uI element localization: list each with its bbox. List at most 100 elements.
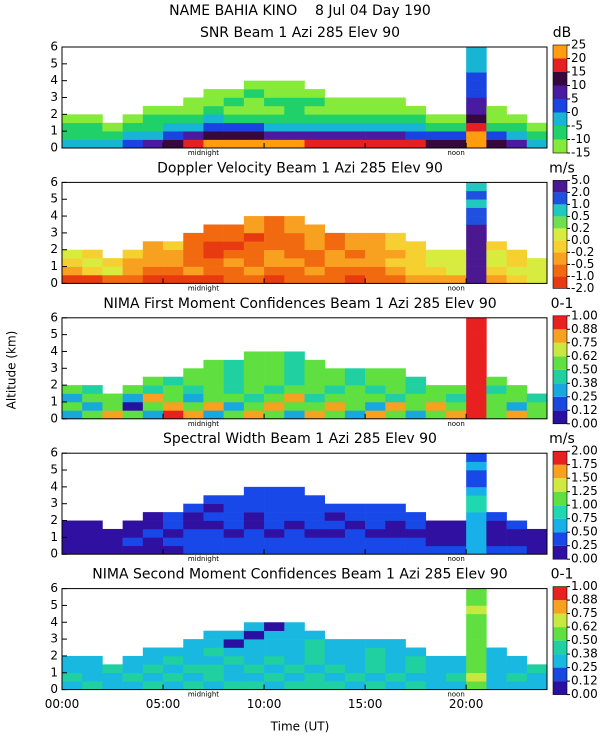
colorbar-box xyxy=(553,315,567,330)
annotation: midnight xyxy=(188,149,219,157)
heat-cell xyxy=(264,537,285,547)
heat-cell xyxy=(163,139,184,149)
heat-cell xyxy=(324,528,346,538)
heat-cell xyxy=(243,495,265,504)
heat-cell xyxy=(365,114,386,124)
heat-cell xyxy=(142,520,164,530)
heat-cell xyxy=(264,131,285,140)
colorbar-box xyxy=(553,505,567,519)
heat-cell xyxy=(344,647,366,657)
heat-cell xyxy=(506,385,528,394)
panel-title: Doppler Velocity Beam 1 Azi 285 Elev 90 xyxy=(157,160,443,176)
heat-cell xyxy=(102,545,123,555)
heat-cell xyxy=(486,655,507,665)
x-tick-label: 00:00 xyxy=(45,697,80,711)
heat-cell xyxy=(122,114,144,124)
heat-cell xyxy=(304,681,326,690)
colorbar-tick-label: -0.5 xyxy=(571,257,594,271)
heat-cell xyxy=(466,385,487,394)
heat-cell xyxy=(142,274,164,284)
heat-cell xyxy=(506,520,528,530)
heat-cell xyxy=(82,520,103,530)
heat-cell xyxy=(365,97,386,107)
heat-cell xyxy=(304,385,326,394)
heat-cell xyxy=(82,545,103,555)
heat-cell xyxy=(284,89,305,98)
heat-cell xyxy=(445,537,467,547)
heat-cell xyxy=(183,266,204,276)
heat-cell xyxy=(506,114,528,124)
heat-cell xyxy=(122,122,144,132)
heat-cell xyxy=(264,139,285,149)
heat-cell xyxy=(264,639,285,648)
heat-cell xyxy=(264,630,285,640)
heat-cell xyxy=(506,410,528,420)
heat-cell xyxy=(365,655,386,665)
colorbar-tick-label: 10 xyxy=(571,78,586,92)
heat-cell xyxy=(466,216,487,225)
heat-cell xyxy=(425,545,447,555)
colorbar-tick-label: 0.25 xyxy=(571,389,598,403)
heat-cell xyxy=(264,495,285,504)
heat-cell xyxy=(122,258,144,267)
heat-cell xyxy=(102,672,123,682)
heat-cell xyxy=(466,520,487,530)
heat-cell xyxy=(82,401,103,411)
heat-cell xyxy=(264,351,285,361)
heat-cell xyxy=(163,537,184,547)
heat-cell xyxy=(344,512,366,521)
heat-cell xyxy=(62,672,83,682)
annotation: noon xyxy=(447,555,464,563)
heat-cell xyxy=(526,528,548,538)
colorbar-box xyxy=(553,518,567,533)
heat-cell xyxy=(466,351,487,361)
heat-cell xyxy=(62,528,83,538)
colorbar-tick-label: 1.00 xyxy=(571,308,598,322)
heat-cell xyxy=(284,351,305,361)
colorbar-tick-label: 0.75 xyxy=(571,335,598,349)
heat-cell xyxy=(304,537,326,547)
heat-cell xyxy=(365,545,386,555)
heat-cell xyxy=(466,232,487,242)
heat-cell xyxy=(304,359,326,369)
heat-cell xyxy=(466,249,487,259)
heat-cell xyxy=(486,376,507,386)
heat-cell xyxy=(82,274,103,284)
colorbar-label: m/s xyxy=(549,160,575,176)
heat-cell xyxy=(304,393,326,403)
colorbar-box xyxy=(553,240,567,253)
heat-cell xyxy=(102,274,123,284)
colorbar-tick-label: 0.38 xyxy=(571,376,598,390)
heat-cell xyxy=(445,249,467,259)
heat-cell xyxy=(385,672,406,682)
colorbar-box xyxy=(553,72,567,86)
heat-cell xyxy=(264,359,285,369)
heat-cell xyxy=(264,410,285,420)
y-tick-label: 5 xyxy=(50,56,58,70)
heat-cell xyxy=(385,647,406,657)
heat-cell xyxy=(466,105,487,115)
heat-cell xyxy=(486,520,507,530)
colorbar-box xyxy=(553,264,567,277)
heat-cell xyxy=(466,664,487,674)
y-tick-label: 0 xyxy=(50,141,58,155)
heat-cell xyxy=(506,537,528,547)
heat-cell xyxy=(466,131,487,140)
colorbar-tick-label: 1.50 xyxy=(571,471,598,485)
heat-cell xyxy=(425,401,447,411)
heat-cell xyxy=(223,114,245,124)
heat-cell xyxy=(385,131,406,140)
heat-cell xyxy=(203,359,224,369)
heat-cell xyxy=(243,368,265,378)
colorbar-box xyxy=(553,464,567,479)
heat-cell xyxy=(82,249,103,259)
heat-cell xyxy=(365,639,386,648)
heat-cell xyxy=(223,681,245,690)
heat-cell xyxy=(243,503,265,513)
colorbar-tick-label: 0.2 xyxy=(571,221,590,235)
heat-cell xyxy=(466,647,487,657)
heat-cell xyxy=(243,105,265,115)
heat-cell xyxy=(223,232,245,242)
heat-cell xyxy=(466,89,487,98)
annotation: noon xyxy=(447,691,464,699)
